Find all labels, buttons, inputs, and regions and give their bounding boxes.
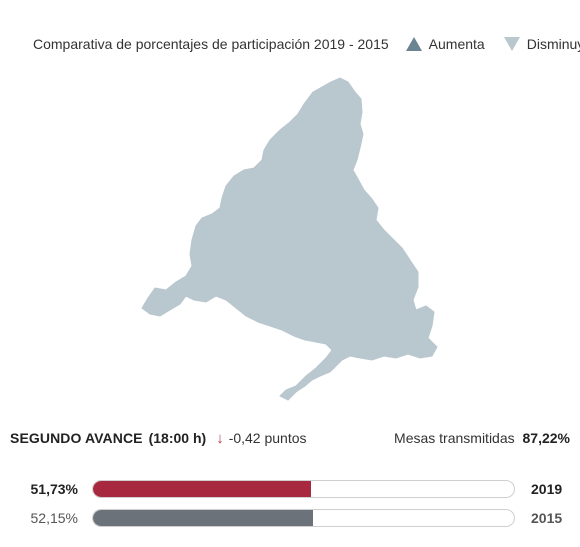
legend-title: Comparativa de porcentajes de participac…	[33, 36, 389, 52]
mesas-value: 87,22%	[522, 430, 570, 446]
bar-row-2015: 52,15% 2015	[10, 507, 570, 529]
bar-row-2019: 51,73% 2019	[10, 478, 570, 500]
legend-increase: Aumenta	[405, 36, 485, 52]
bar-pct-2015: 52,15%	[30, 510, 78, 526]
triangle-down-icon	[503, 37, 520, 51]
change-value: -0,42 puntos	[228, 430, 307, 446]
bar-year-2019: 2019	[531, 481, 563, 497]
bar-pct-2019: 51,73%	[30, 481, 78, 497]
advance-label: SEGUNDO AVANCE	[10, 430, 143, 446]
advance-time: (18:00 h)	[148, 430, 207, 446]
legend: Comparativa de porcentajes de participac…	[33, 33, 580, 55]
madrid-region-map	[141, 77, 438, 401]
bar-year-2015: 2015	[531, 510, 563, 526]
legend-decrease-label: Disminuye	[526, 36, 580, 52]
bar-track-2015	[92, 509, 515, 527]
triangle-up-icon	[405, 37, 422, 51]
madrid-region-shape[interactable]	[141, 77, 438, 401]
stats-row: SEGUNDO AVANCE (18:00 h) ↓ -0,42 puntos …	[10, 428, 570, 448]
bar-track-2019	[92, 480, 515, 498]
legend-decrease: Disminuye	[503, 36, 580, 52]
bar-fill-2015	[93, 510, 313, 526]
arrow-down-icon: ↓	[216, 429, 224, 447]
legend-increase-label: Aumenta	[428, 36, 485, 52]
bar-fill-2019	[93, 481, 311, 497]
mesas-transmitidas: Mesas transmitidas 87,22%	[394, 430, 570, 446]
mesas-label: Mesas transmitidas	[394, 430, 515, 446]
